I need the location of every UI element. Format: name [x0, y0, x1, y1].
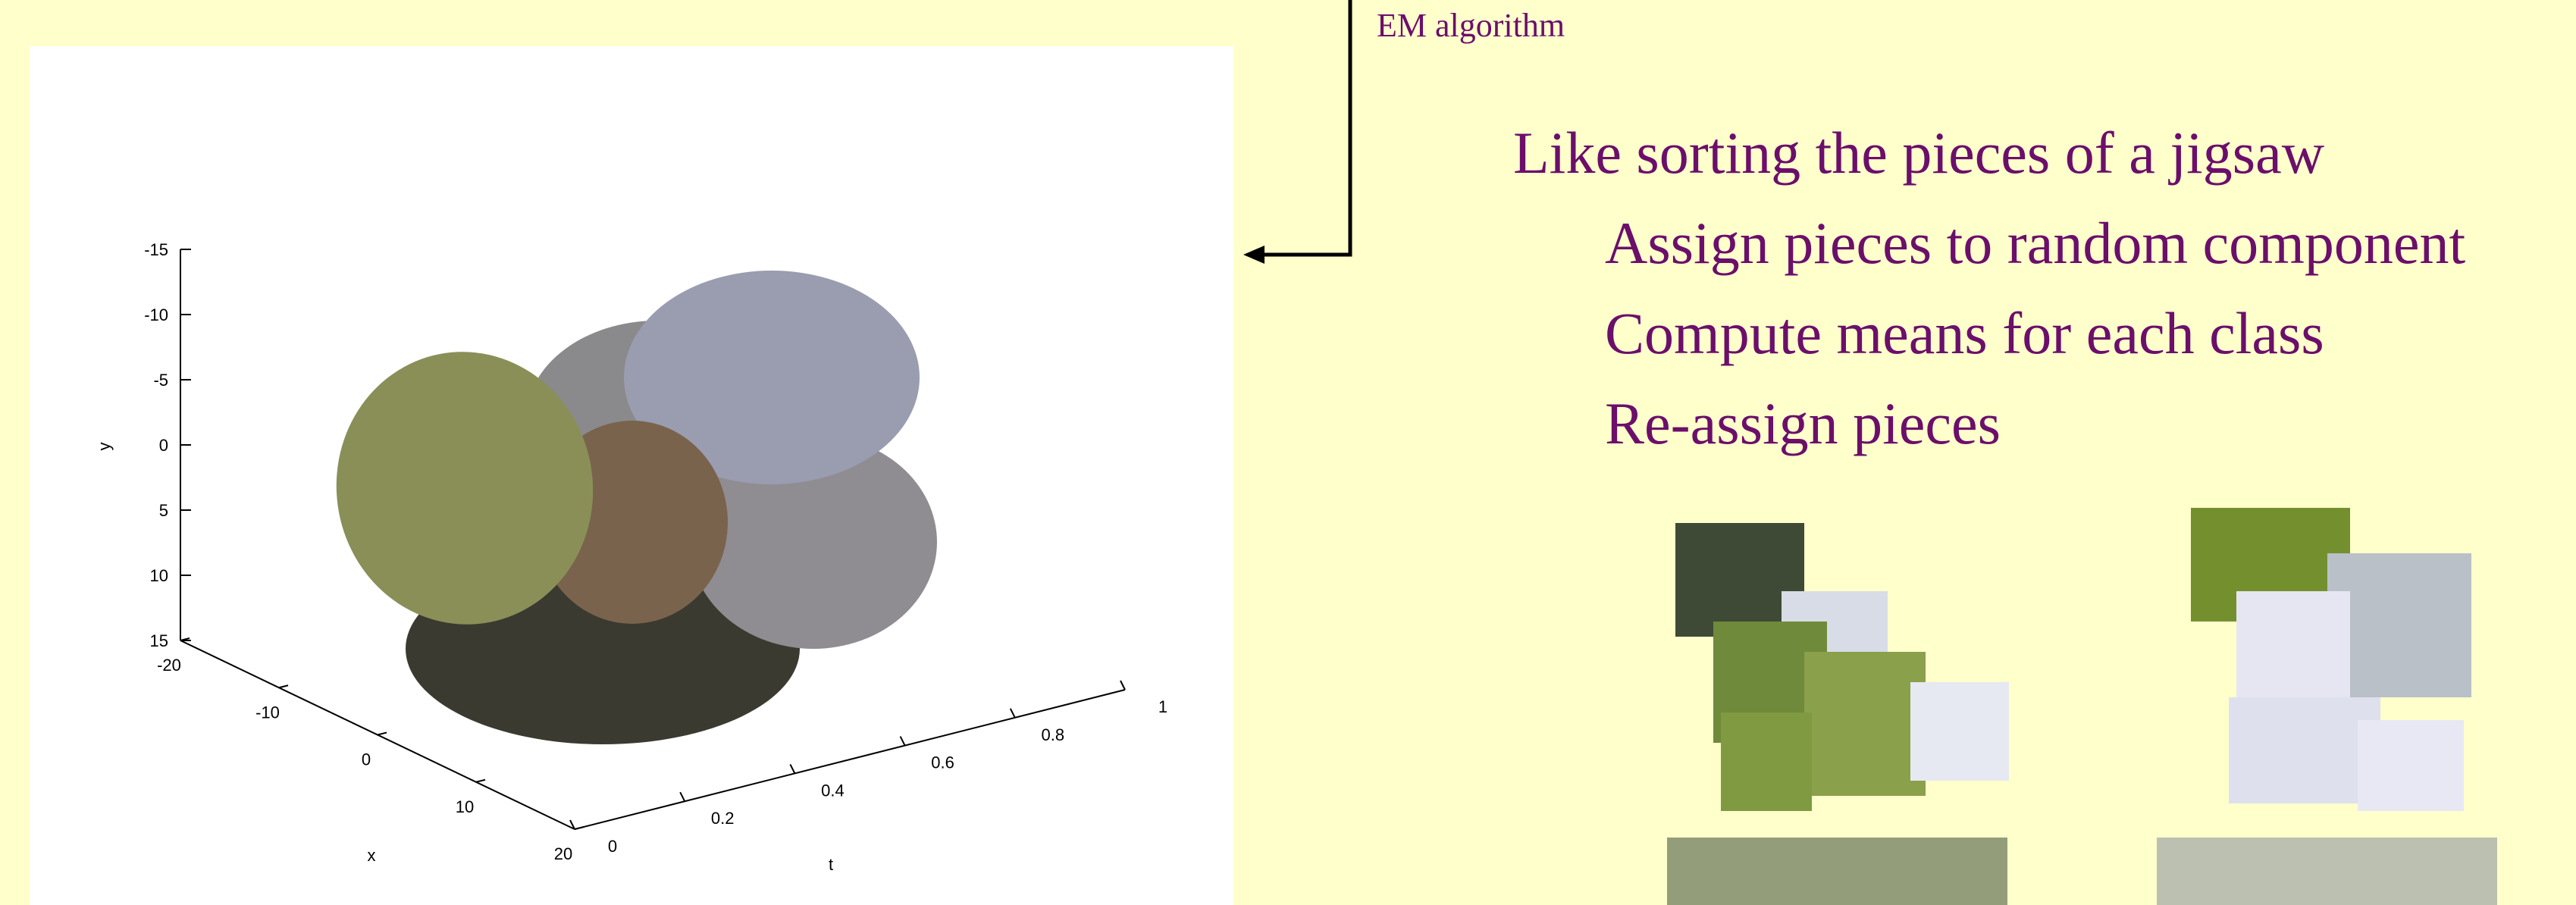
- y-tick-label: -15: [144, 240, 168, 259]
- bullet-item: Compute means for each class: [1605, 300, 2324, 366]
- t-tick-label: 0.2: [711, 809, 735, 828]
- ticks: -15 -10 -5 0 5 10 15 -20 -10 0 10 20 0 0.2 0.4 0.6 0.8 1: [144, 240, 1167, 863]
- ellipsoid: [624, 271, 920, 484]
- t-tick-label: 0.4: [821, 781, 845, 800]
- y-tick-label: -10: [144, 305, 168, 324]
- arrow-head: [1243, 246, 1264, 264]
- x-tick: [377, 731, 387, 736]
- bullet-item: Re-assign pieces: [1605, 390, 2001, 456]
- x-tick-label: -10: [255, 703, 280, 722]
- t-axis: [574, 689, 1126, 830]
- t-tick: [569, 819, 575, 830]
- puzzle-piece: [2358, 720, 2464, 811]
- y-tick-label: 10: [150, 566, 168, 585]
- arrow-line: [1258, 0, 1352, 257]
- puzzle-piece: [2229, 697, 2380, 803]
- y-axis-label: y: [95, 443, 114, 451]
- ellipsoid: [336, 352, 594, 625]
- t-tick: [1009, 708, 1016, 719]
- y-tick-label: 5: [159, 501, 168, 520]
- bullet-item: Assign pieces to random component: [1605, 210, 2465, 276]
- ellipsoid: [690, 435, 937, 649]
- t-axis-label: t: [829, 855, 833, 874]
- y-tick-label: 15: [150, 631, 168, 650]
- annotation: EM algorithm: [1377, 7, 1565, 44]
- t-tick-label: 1: [1158, 697, 1167, 716]
- y-tick-label: -5: [153, 371, 168, 390]
- t-tick: [1120, 680, 1126, 690]
- pedestal: [2157, 838, 2497, 905]
- puzzle-piece: [2327, 553, 2471, 697]
- y-tick-label: 0: [159, 436, 168, 455]
- x-tick: [278, 684, 289, 689]
- bullet-items: Assign pieces to random component Compute…: [1605, 210, 2465, 456]
- t-tick-label: 0.6: [931, 753, 954, 772]
- t-tick-label: 0.8: [1042, 725, 1065, 744]
- jigsaw-left: [1675, 523, 2009, 811]
- puzzle-piece: [1804, 652, 1926, 796]
- puzzle-piece: [1721, 712, 1812, 811]
- puzzle-piece: [2236, 591, 2350, 697]
- arrow: [1258, 0, 1352, 257]
- t-tick-label: 0: [608, 837, 617, 856]
- x-tick-label: 0: [362, 750, 371, 769]
- jigsaw-right: [2191, 508, 2471, 811]
- x-tick: [180, 637, 190, 641]
- x-tick-label: -20: [157, 656, 181, 675]
- puzzle-piece: [1910, 682, 2009, 781]
- x-tick-label: 10: [456, 797, 474, 816]
- bullet-heading: Like sorting the pieces of a jigsaw: [1513, 120, 2324, 186]
- x-tick: [574, 826, 584, 830]
- t-tick: [899, 736, 906, 747]
- t-tick: [789, 763, 796, 774]
- x-tick-label: 20: [554, 844, 572, 863]
- x-axis-label: x: [368, 846, 376, 865]
- pedestal: [1667, 838, 2007, 905]
- t-tick: [679, 791, 686, 802]
- x-tick: [475, 778, 486, 783]
- ellipsoids: [336, 271, 937, 744]
